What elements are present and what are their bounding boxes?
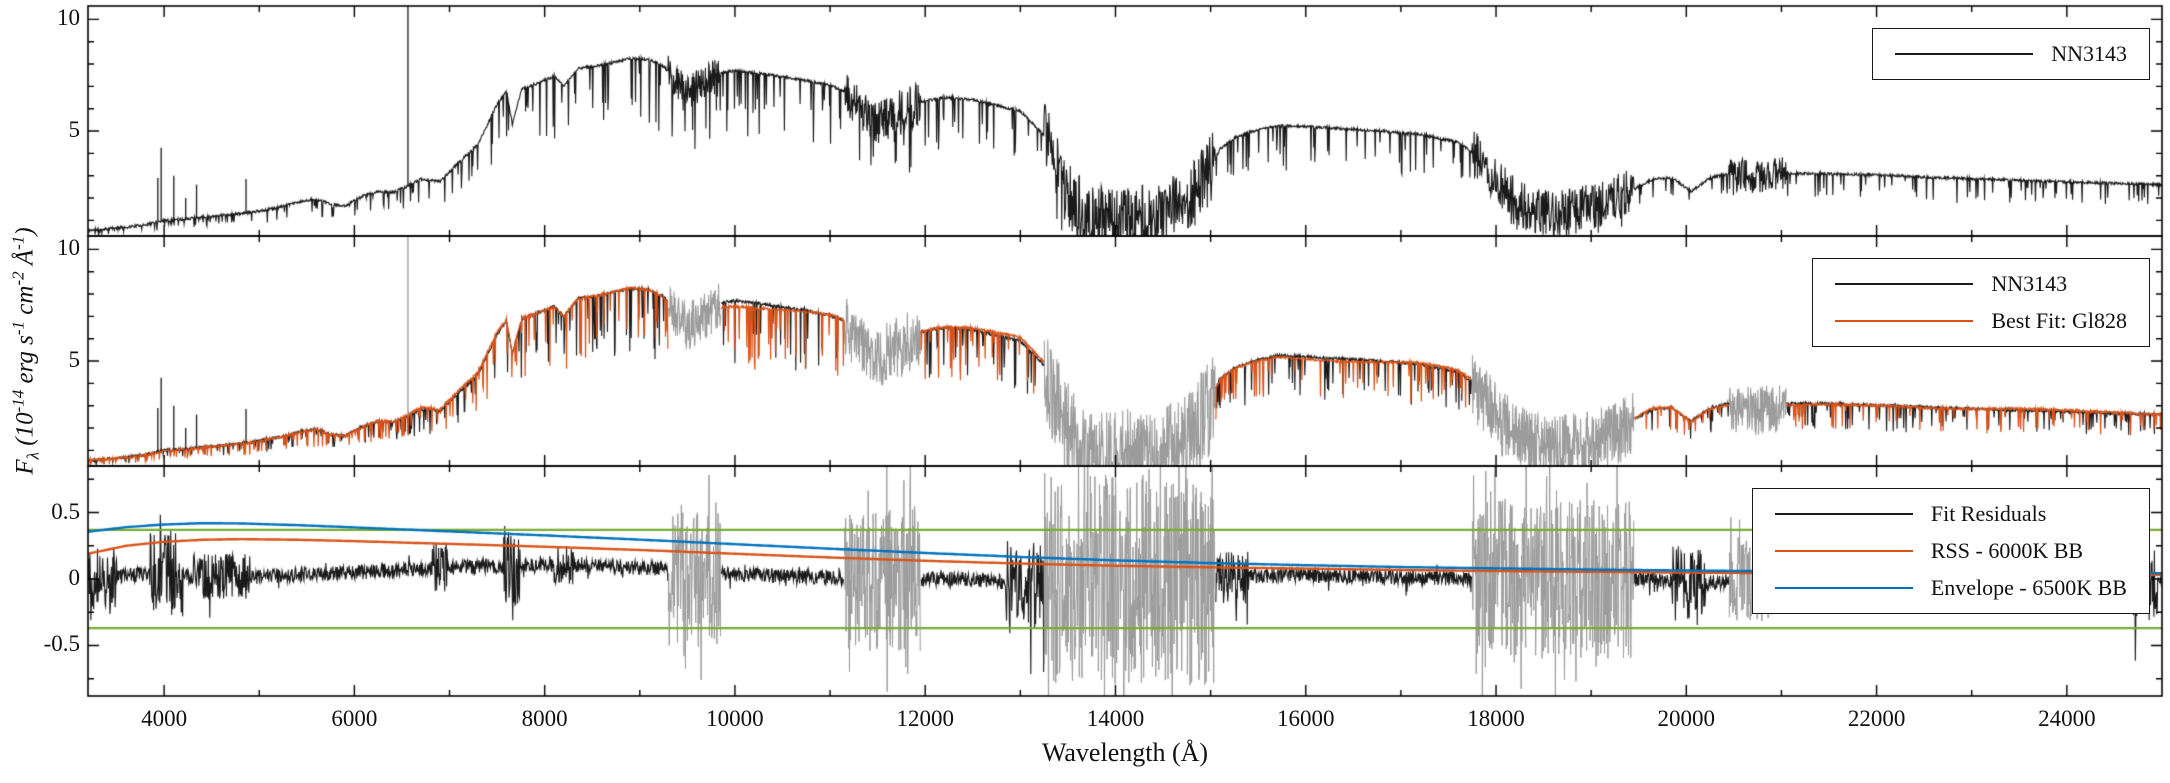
legend-line-sample [1774,550,1913,552]
legend-entry: NN3143 [1895,37,2127,71]
x-tick-label: 8000 [521,706,568,731]
x-tick-label: 12000 [896,706,954,731]
y-tick-label: 0.5 [51,498,80,524]
legend-observed: NN3143 [1872,28,2150,80]
x-axis-label: Wavelength (Å) [1041,738,1209,767]
x-tick-label: 10000 [706,706,764,731]
x-tick-label: 16000 [1277,706,1335,731]
x-tick-label: 4000 [141,706,188,731]
legend-label: Fit Residuals [1930,501,2047,526]
legend-line-sample [1774,587,1913,589]
legend-label: RSS - 6000K BB [1930,538,2084,563]
y-tick-label: 10 [57,235,80,261]
legend-line-sample [1895,53,2034,55]
legend-best-fit: NN3143 Best Fit: Gl828 [1812,258,2150,347]
legend-entry: Fit Residuals [1774,497,2127,531]
legend-line-sample [1774,513,1913,515]
legend-label: NN3143 [1991,271,2068,296]
legend-line-sample [1835,283,1974,285]
legend-line-sample [1835,320,1974,322]
x-tick-label: 22000 [1847,706,1906,731]
legend-label: NN3143 [2051,41,2127,66]
x-tick-label: 18000 [1467,706,1525,731]
x-tick-label: 6000 [331,706,378,731]
legend-entry: RSS - 6000K BB [1774,534,2127,568]
y-tick-label: -0.5 [43,631,80,657]
legend-entry: NN3143 [1835,267,2127,301]
legend-entry: Best Fit: Gl828 [1835,304,2127,338]
y-tick-label: 0 [68,565,81,590]
legend-entry: Envelope - 6500K BB [1774,571,2127,605]
x-tick-label: 20000 [1657,706,1716,731]
y-tick-label: 5 [68,347,81,373]
legend-residuals: Fit Residuals RSS - 6000K BB Envelope - 65… [1751,488,2150,614]
legend-label: Best Fit: Gl828 [1991,308,2127,333]
y-tick-label: 5 [68,117,81,143]
x-tick-label: 14000 [1086,706,1145,731]
legend-label: Envelope - 6500K BB [1930,575,2127,600]
y-tick-label: 10 [57,5,80,31]
x-tick-label: 24000 [2038,706,2096,731]
